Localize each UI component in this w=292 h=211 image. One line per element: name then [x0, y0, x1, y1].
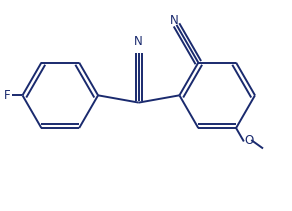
- Text: N: N: [134, 35, 143, 48]
- Text: O: O: [245, 134, 254, 147]
- Text: F: F: [4, 89, 11, 102]
- Text: N: N: [169, 14, 178, 27]
